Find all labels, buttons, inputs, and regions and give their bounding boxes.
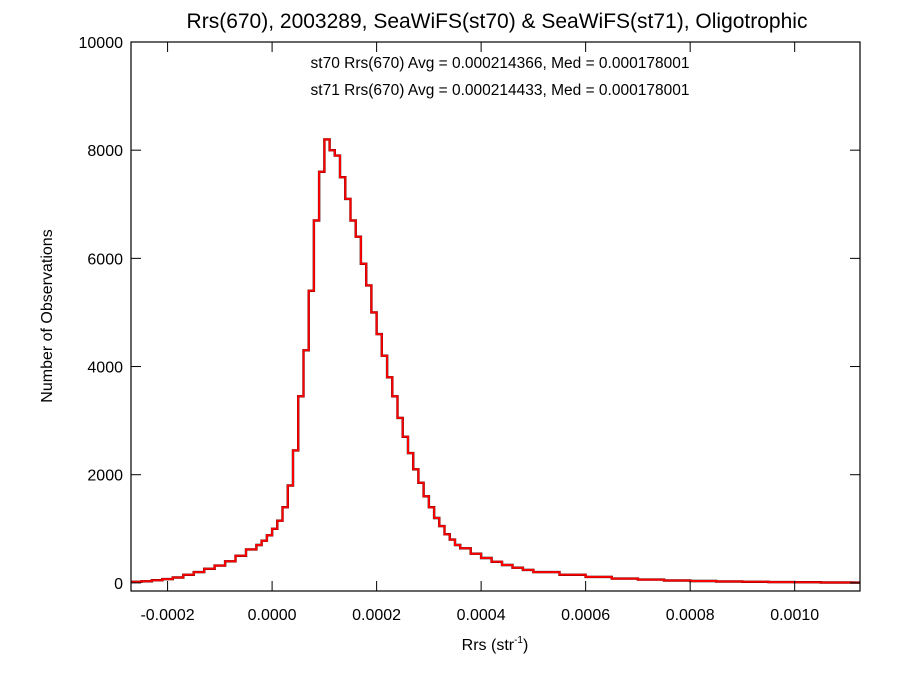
annotation-st71: st71 Rrs(670) Avg = 0.000214433, Med = 0… [311,82,690,99]
series-st71-histogram [131,138,860,584]
x-axis-label-sup: -1 [514,635,523,646]
y-axis-label: Number of Observations [39,229,56,402]
y-axis-ticks: 0 2000 4000 6000 8000 10000 [79,35,860,593]
x-axis-label: Rrs (str-1) [462,635,529,654]
x-axis-ticks: -0.0002 0.0000 0.0002 0.0004 0.0006 0.0008 0.0… [140,42,819,624]
series-layer [131,138,860,584]
x-axis-label-main: Rrs (str [462,637,515,654]
x-tick-label: 0.0004 [457,607,506,624]
y-tick-label: 6000 [87,251,123,268]
y-tick-label: 10000 [79,35,124,52]
y-tick-label: 8000 [87,143,123,160]
y-tick-label: 0 [114,576,123,593]
x-tick-label: 0.0000 [248,607,297,624]
y-tick-label: 2000 [87,468,123,485]
series-st70-histogram [131,138,860,584]
x-tick-label: 0.0006 [561,607,610,624]
x-tick-label: -0.0002 [140,607,194,624]
x-tick-label: 0.0008 [666,607,715,624]
plot-frame [130,41,861,592]
x-tick-label: 0.0010 [770,607,819,624]
x-axis-label-close: ) [523,637,528,654]
y-tick-label: 4000 [87,360,123,377]
chart-title: Rrs(670), 2003289, SeaWiFS(st70) & SeaWi… [187,10,808,33]
x-tick-label: 0.0002 [352,607,401,624]
annotation-st70: st70 Rrs(670) Avg = 0.000214366, Med = 0… [311,55,690,72]
